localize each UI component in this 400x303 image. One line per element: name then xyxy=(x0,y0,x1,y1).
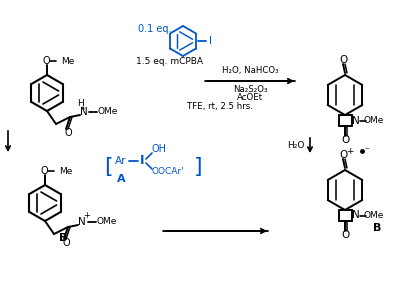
Text: O: O xyxy=(64,128,72,138)
Text: AcOEt: AcOEt xyxy=(237,94,263,102)
Text: Me: Me xyxy=(59,167,72,175)
Text: I: I xyxy=(210,36,212,46)
Text: H₂O, NaHCO₃: H₂O, NaHCO₃ xyxy=(222,66,278,75)
Text: H: H xyxy=(78,99,84,108)
Text: O: O xyxy=(342,135,350,145)
Text: +: + xyxy=(346,146,354,155)
Text: OH: OH xyxy=(152,144,166,154)
Text: Ar: Ar xyxy=(115,156,127,166)
Text: [: [ xyxy=(104,157,112,177)
Text: B: B xyxy=(59,233,67,243)
Text: O: O xyxy=(340,55,348,65)
Text: O: O xyxy=(40,166,48,176)
Text: OMe: OMe xyxy=(363,211,384,220)
Text: Na₂S₂O₃: Na₂S₂O₃ xyxy=(233,85,267,94)
Text: N: N xyxy=(352,211,359,221)
Text: O: O xyxy=(340,150,348,160)
Text: OOCAr': OOCAr' xyxy=(152,167,184,175)
Text: H₂O: H₂O xyxy=(287,141,305,149)
Text: I: I xyxy=(140,155,144,168)
Text: N: N xyxy=(352,115,359,125)
Text: N: N xyxy=(78,217,86,227)
Text: 1.5 eq. mCPBA: 1.5 eq. mCPBA xyxy=(136,56,202,65)
Text: O: O xyxy=(62,238,70,248)
Text: OMe: OMe xyxy=(97,218,117,227)
Text: OMe: OMe xyxy=(363,116,384,125)
Text: O: O xyxy=(342,230,350,240)
Text: B: B xyxy=(373,223,381,233)
Text: ⁻: ⁻ xyxy=(364,146,370,156)
Text: O: O xyxy=(42,56,50,66)
Text: A: A xyxy=(117,174,125,184)
Text: 0.1 eq.: 0.1 eq. xyxy=(138,24,172,34)
Text: TFE, rt, 2.5 hrs.: TFE, rt, 2.5 hrs. xyxy=(187,102,253,112)
Text: ]: ] xyxy=(194,157,202,177)
Text: Me: Me xyxy=(61,56,74,65)
Text: OMe: OMe xyxy=(98,108,118,116)
Text: +: + xyxy=(84,211,90,221)
Text: N: N xyxy=(80,107,88,117)
